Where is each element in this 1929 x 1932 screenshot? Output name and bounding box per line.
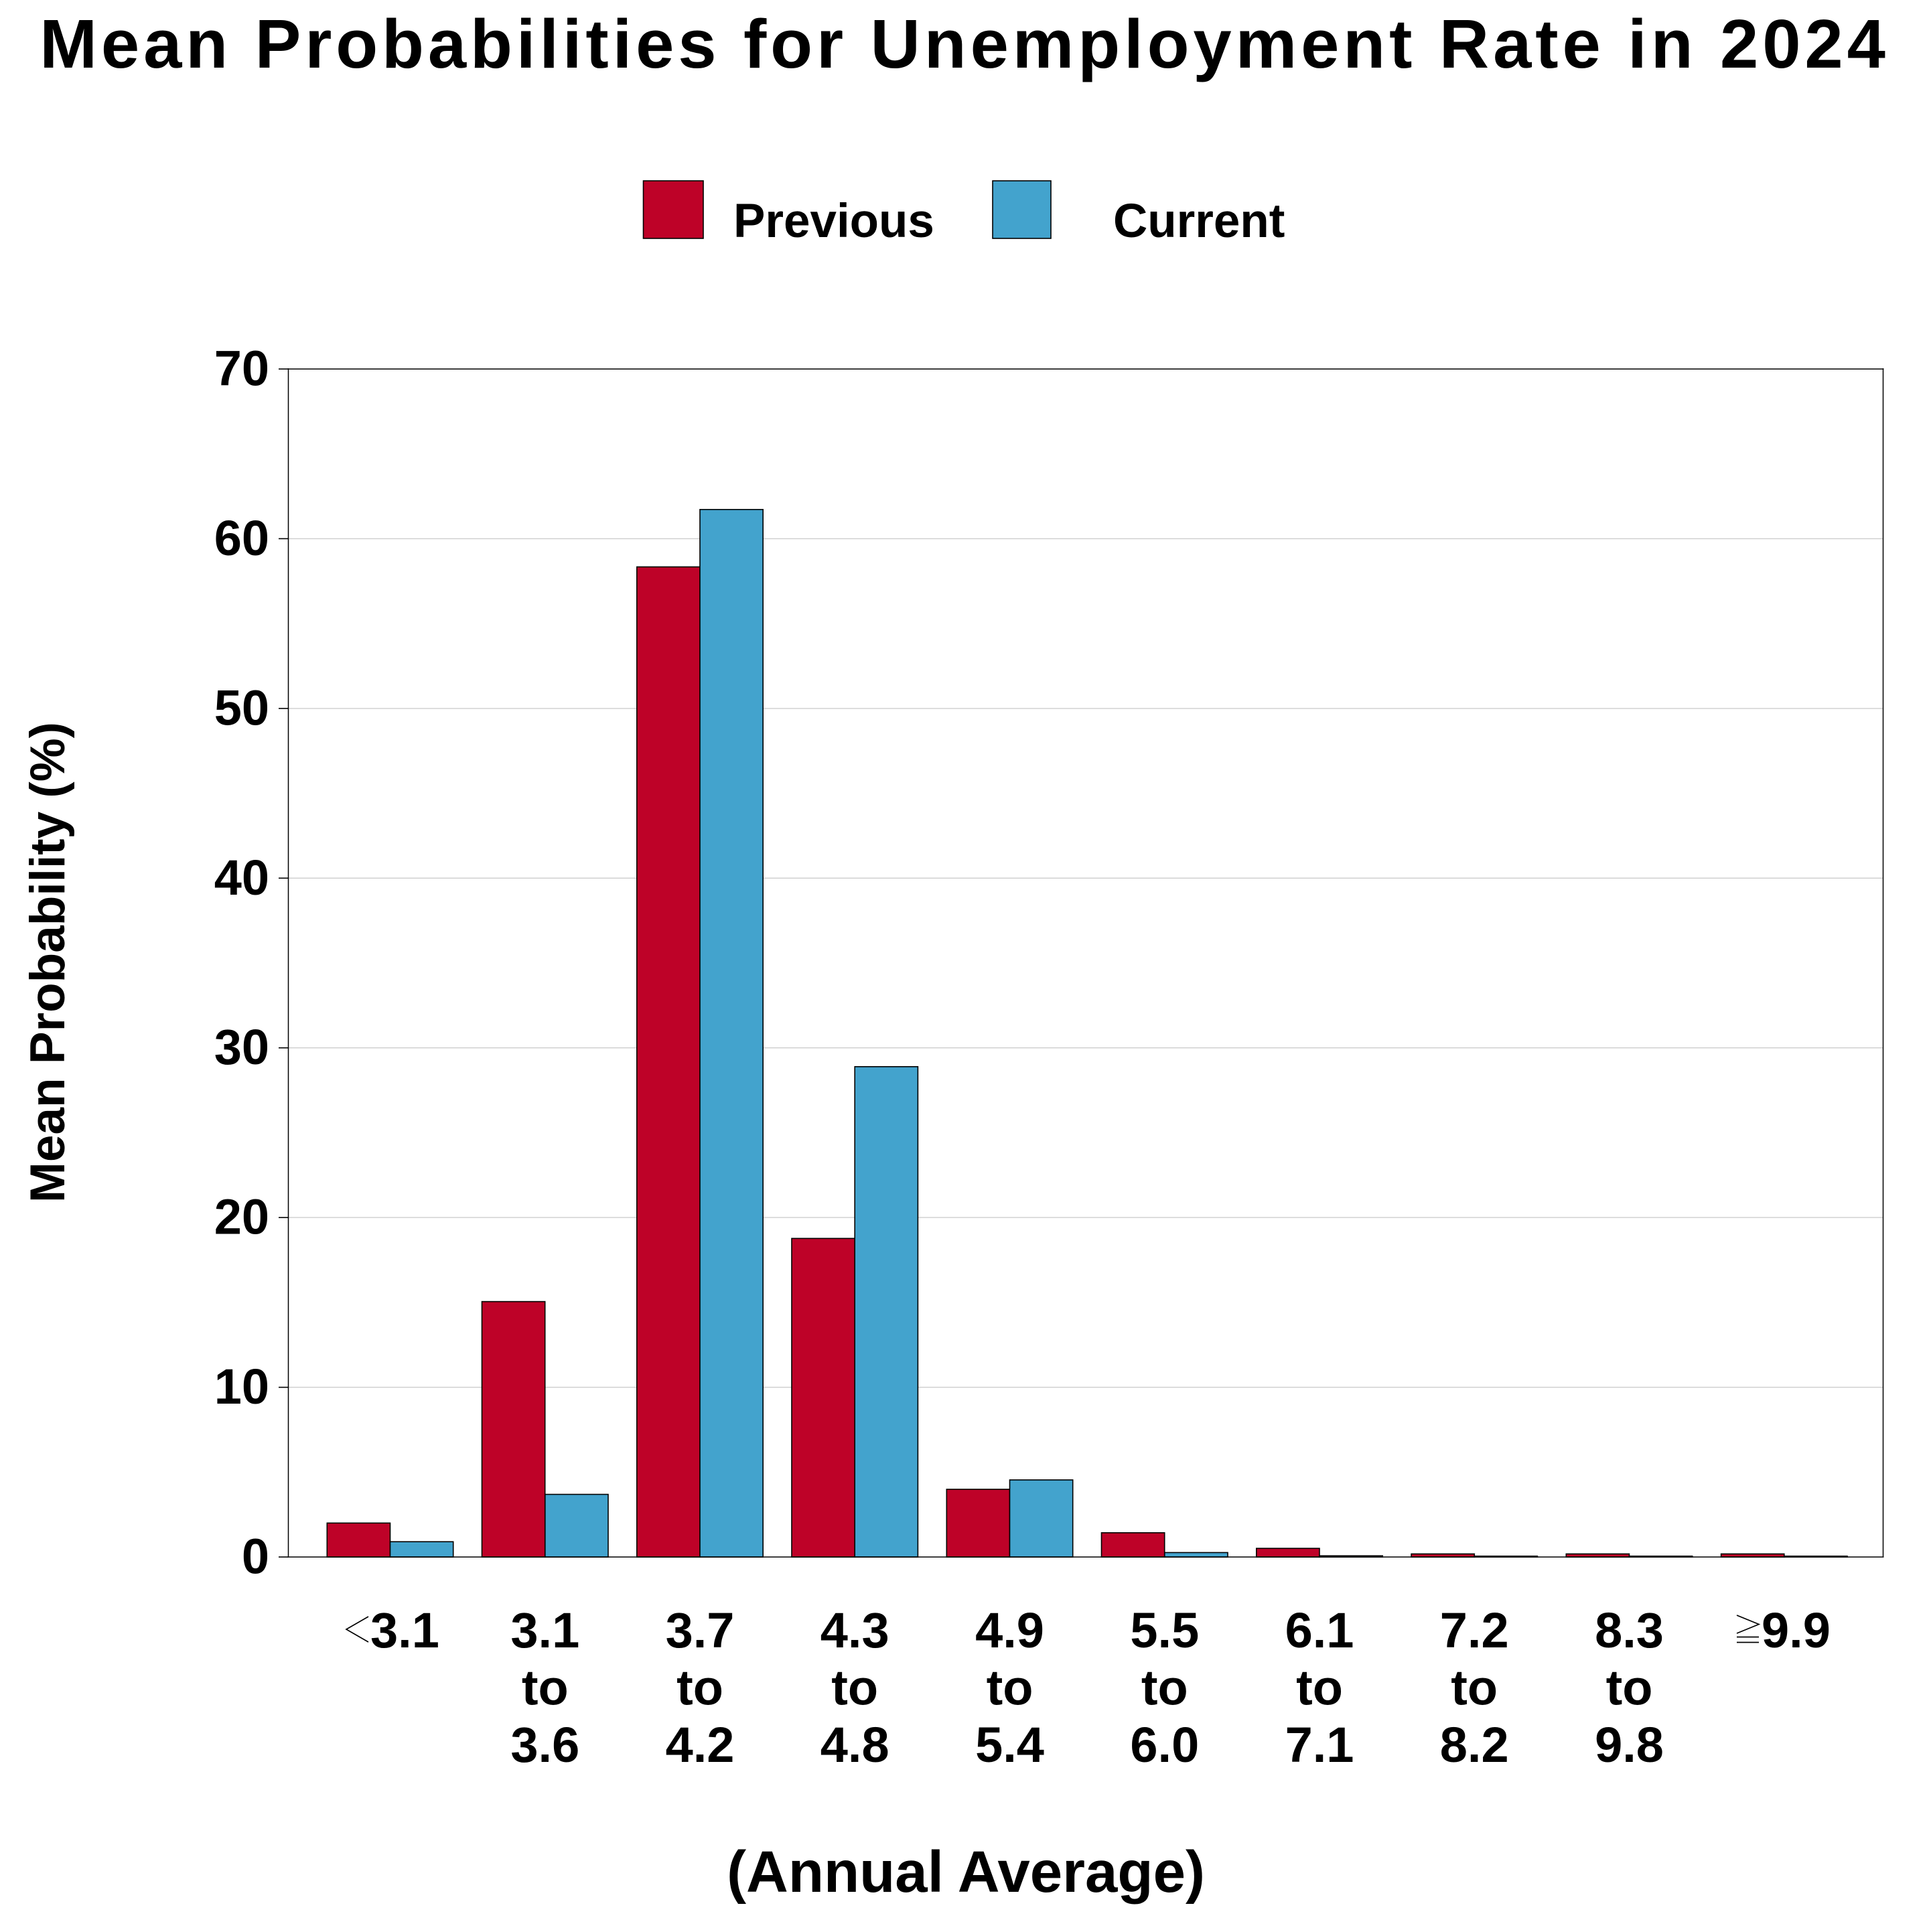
- svg-text:to: to: [831, 1660, 878, 1716]
- svg-text:to: to: [1296, 1660, 1343, 1716]
- svg-text:3.7: 3.7: [666, 1603, 735, 1658]
- svg-text:4.8: 4.8: [820, 1717, 889, 1773]
- svg-text:3.6: 3.6: [510, 1717, 579, 1773]
- svg-text:4.2: 4.2: [666, 1717, 735, 1773]
- svg-text:5.4: 5.4: [975, 1717, 1044, 1773]
- svg-text:5.5: 5.5: [1130, 1603, 1199, 1658]
- svg-text:to: to: [1451, 1660, 1498, 1716]
- svg-text:9.9: 9.9: [1762, 1603, 1831, 1658]
- svg-text:60: 60: [214, 510, 269, 566]
- svg-text:6.0: 6.0: [1130, 1717, 1199, 1773]
- svg-text:9.8: 9.8: [1595, 1717, 1664, 1773]
- svg-text:70: 70: [214, 341, 269, 396]
- svg-text:6.1: 6.1: [1285, 1603, 1354, 1658]
- svg-text:to: to: [1141, 1660, 1188, 1716]
- svg-text:40: 40: [214, 850, 269, 905]
- svg-text:8.2: 8.2: [1440, 1717, 1509, 1773]
- svg-text:8.3: 8.3: [1595, 1603, 1664, 1658]
- svg-text:3.1: 3.1: [370, 1603, 439, 1658]
- svg-text:to: to: [1606, 1660, 1653, 1716]
- svg-text:to: to: [987, 1660, 1033, 1716]
- svg-text:7.1: 7.1: [1285, 1717, 1354, 1773]
- svg-text:Mean Probabilities for Unemplo: Mean Probabilities for Unemployment Rate…: [40, 5, 1889, 82]
- svg-text:50: 50: [214, 680, 269, 735]
- svg-text:3.1: 3.1: [510, 1603, 579, 1658]
- svg-text:4.3: 4.3: [820, 1603, 889, 1658]
- svg-text:to: to: [676, 1660, 723, 1716]
- svg-text:Current: Current: [1113, 195, 1285, 248]
- svg-text:10: 10: [214, 1359, 269, 1414]
- svg-text:Previous: Previous: [733, 195, 934, 248]
- svg-text:30: 30: [214, 1019, 269, 1075]
- svg-text:7.2: 7.2: [1440, 1603, 1509, 1658]
- svg-text:to: to: [522, 1660, 569, 1716]
- svg-text:Mean Probability (%): Mean Probability (%): [21, 722, 75, 1203]
- svg-text:(Annual Average): (Annual Average): [727, 1840, 1205, 1905]
- svg-text:20: 20: [214, 1189, 269, 1245]
- svg-text:4.9: 4.9: [975, 1603, 1044, 1658]
- svg-text:0: 0: [242, 1529, 269, 1584]
